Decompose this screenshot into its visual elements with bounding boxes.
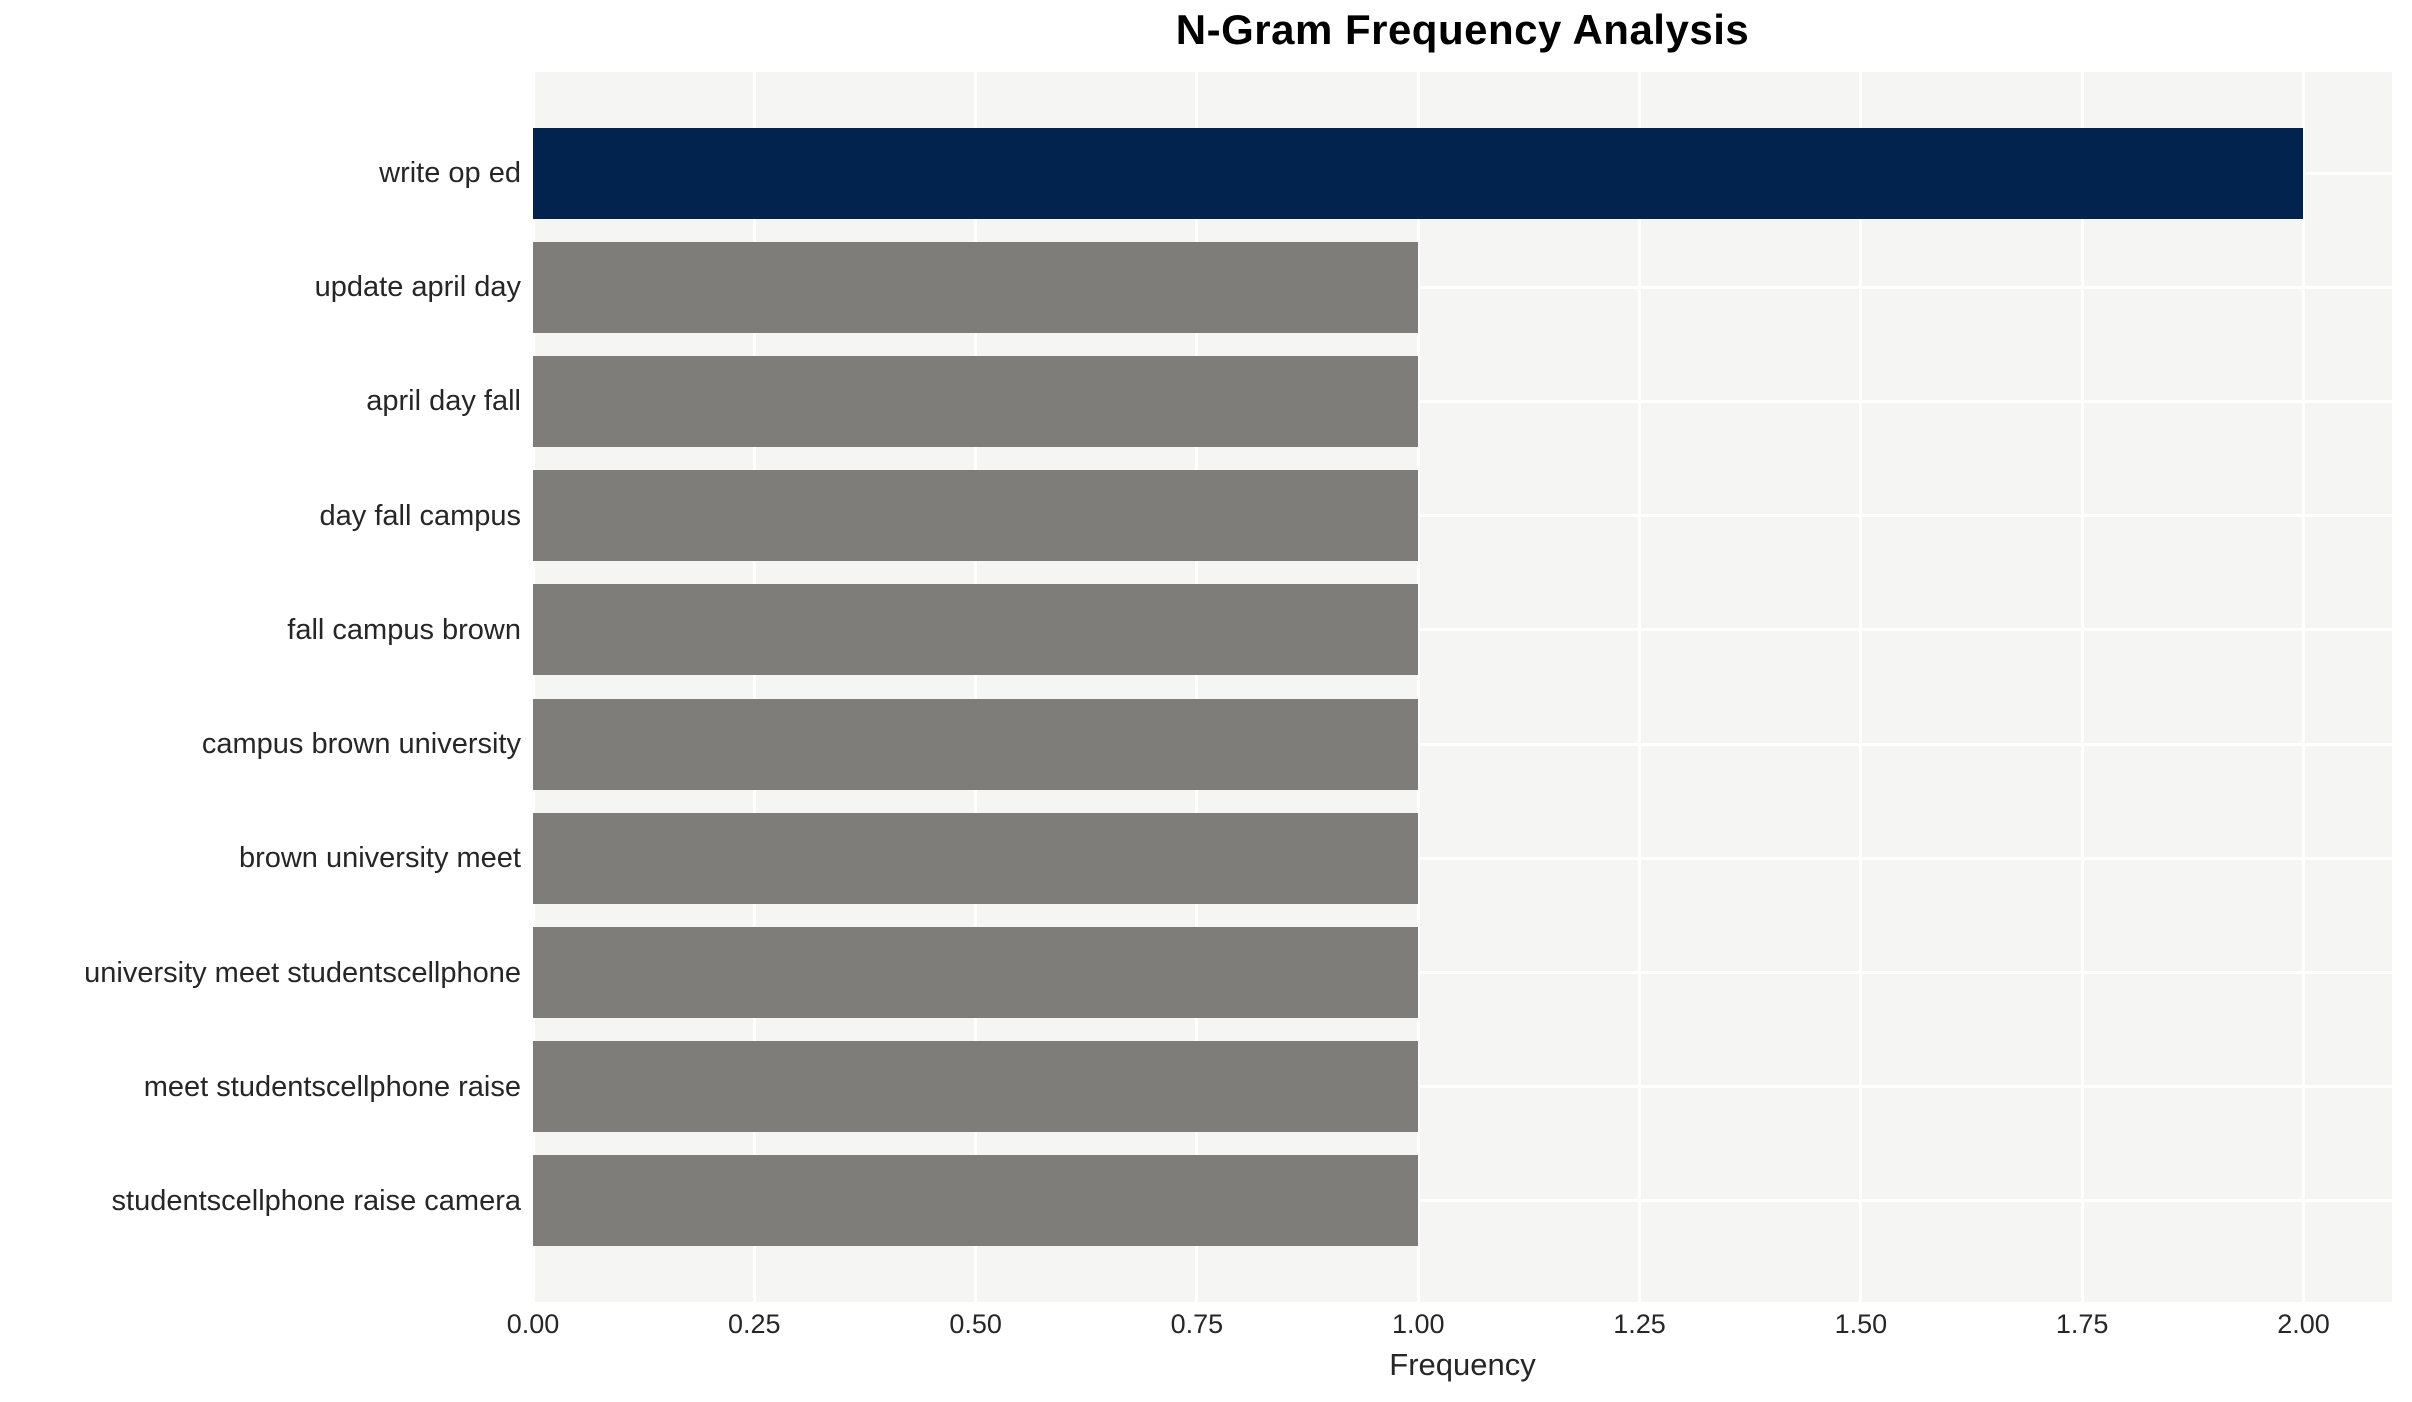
- x-gridline: [2301, 72, 2305, 1302]
- x-tick-label: 0.25: [728, 1309, 781, 1339]
- x-axis-title: Frequency: [1389, 1347, 1536, 1382]
- bar: [533, 698, 1419, 790]
- x-tick-label: 1.25: [1613, 1309, 1666, 1339]
- bar: [533, 355, 1419, 447]
- y-tick-label: university meet studentscellphone: [84, 956, 521, 989]
- x-gridline: [974, 72, 978, 1302]
- y-tick-label: meet studentscellphone raise: [143, 1070, 521, 1103]
- y-tick-label: campus brown university: [201, 728, 521, 761]
- y-gridline: [533, 1199, 2392, 1203]
- x-tick-label: 0.50: [949, 1309, 1002, 1339]
- chart-title: N-Gram Frequency Analysis: [1175, 6, 1750, 53]
- y-gridline: [533, 514, 2392, 518]
- bar: [533, 927, 1419, 1019]
- y-gridline: [533, 856, 2392, 860]
- y-tick-label: update april day: [314, 271, 521, 304]
- x-gridline: [531, 72, 535, 1302]
- y-tick-label: write op ed: [379, 157, 521, 189]
- x-tick-label: 1.75: [2055, 1309, 2109, 1339]
- x-gridline: [1638, 72, 1642, 1302]
- x-gridline: [1416, 72, 1420, 1302]
- x-gridline: [2080, 72, 2084, 1302]
- y-gridline: [533, 971, 2392, 975]
- x-tick-label: 1.00: [1391, 1309, 1445, 1339]
- y-gridline: [533, 1085, 2392, 1089]
- bar: [533, 127, 2304, 219]
- y-gridline: [533, 399, 2392, 403]
- y-tick-label: day fall campus: [319, 499, 522, 532]
- y-gridline: [533, 628, 2392, 632]
- x-tick-label: 0.75: [1170, 1309, 1224, 1339]
- y-tick-label: studentscellphone raise camera: [111, 1184, 521, 1217]
- x-gridline: [1195, 72, 1199, 1302]
- y-tick-label: fall campus brown: [287, 613, 521, 646]
- y-tick-label: brown university meet: [238, 842, 521, 875]
- x-tick-label: 2.00: [2277, 1309, 2330, 1339]
- bar: [533, 241, 1419, 333]
- bar: [533, 1155, 1419, 1247]
- bar: [533, 470, 1419, 562]
- x-tick-label: 1.50: [1834, 1309, 1888, 1339]
- y-gridline: [533, 285, 2392, 289]
- y-tick-label: april day fall: [366, 385, 521, 418]
- x-tick-label: 0.00: [506, 1309, 560, 1339]
- x-gridline: [752, 72, 756, 1302]
- x-gridline: [1859, 72, 1863, 1302]
- bar: [533, 812, 1419, 904]
- bar: [533, 584, 1419, 676]
- plot-area: [531, 72, 2392, 1302]
- bar: [533, 1041, 1419, 1133]
- y-gridline: [533, 742, 2392, 746]
